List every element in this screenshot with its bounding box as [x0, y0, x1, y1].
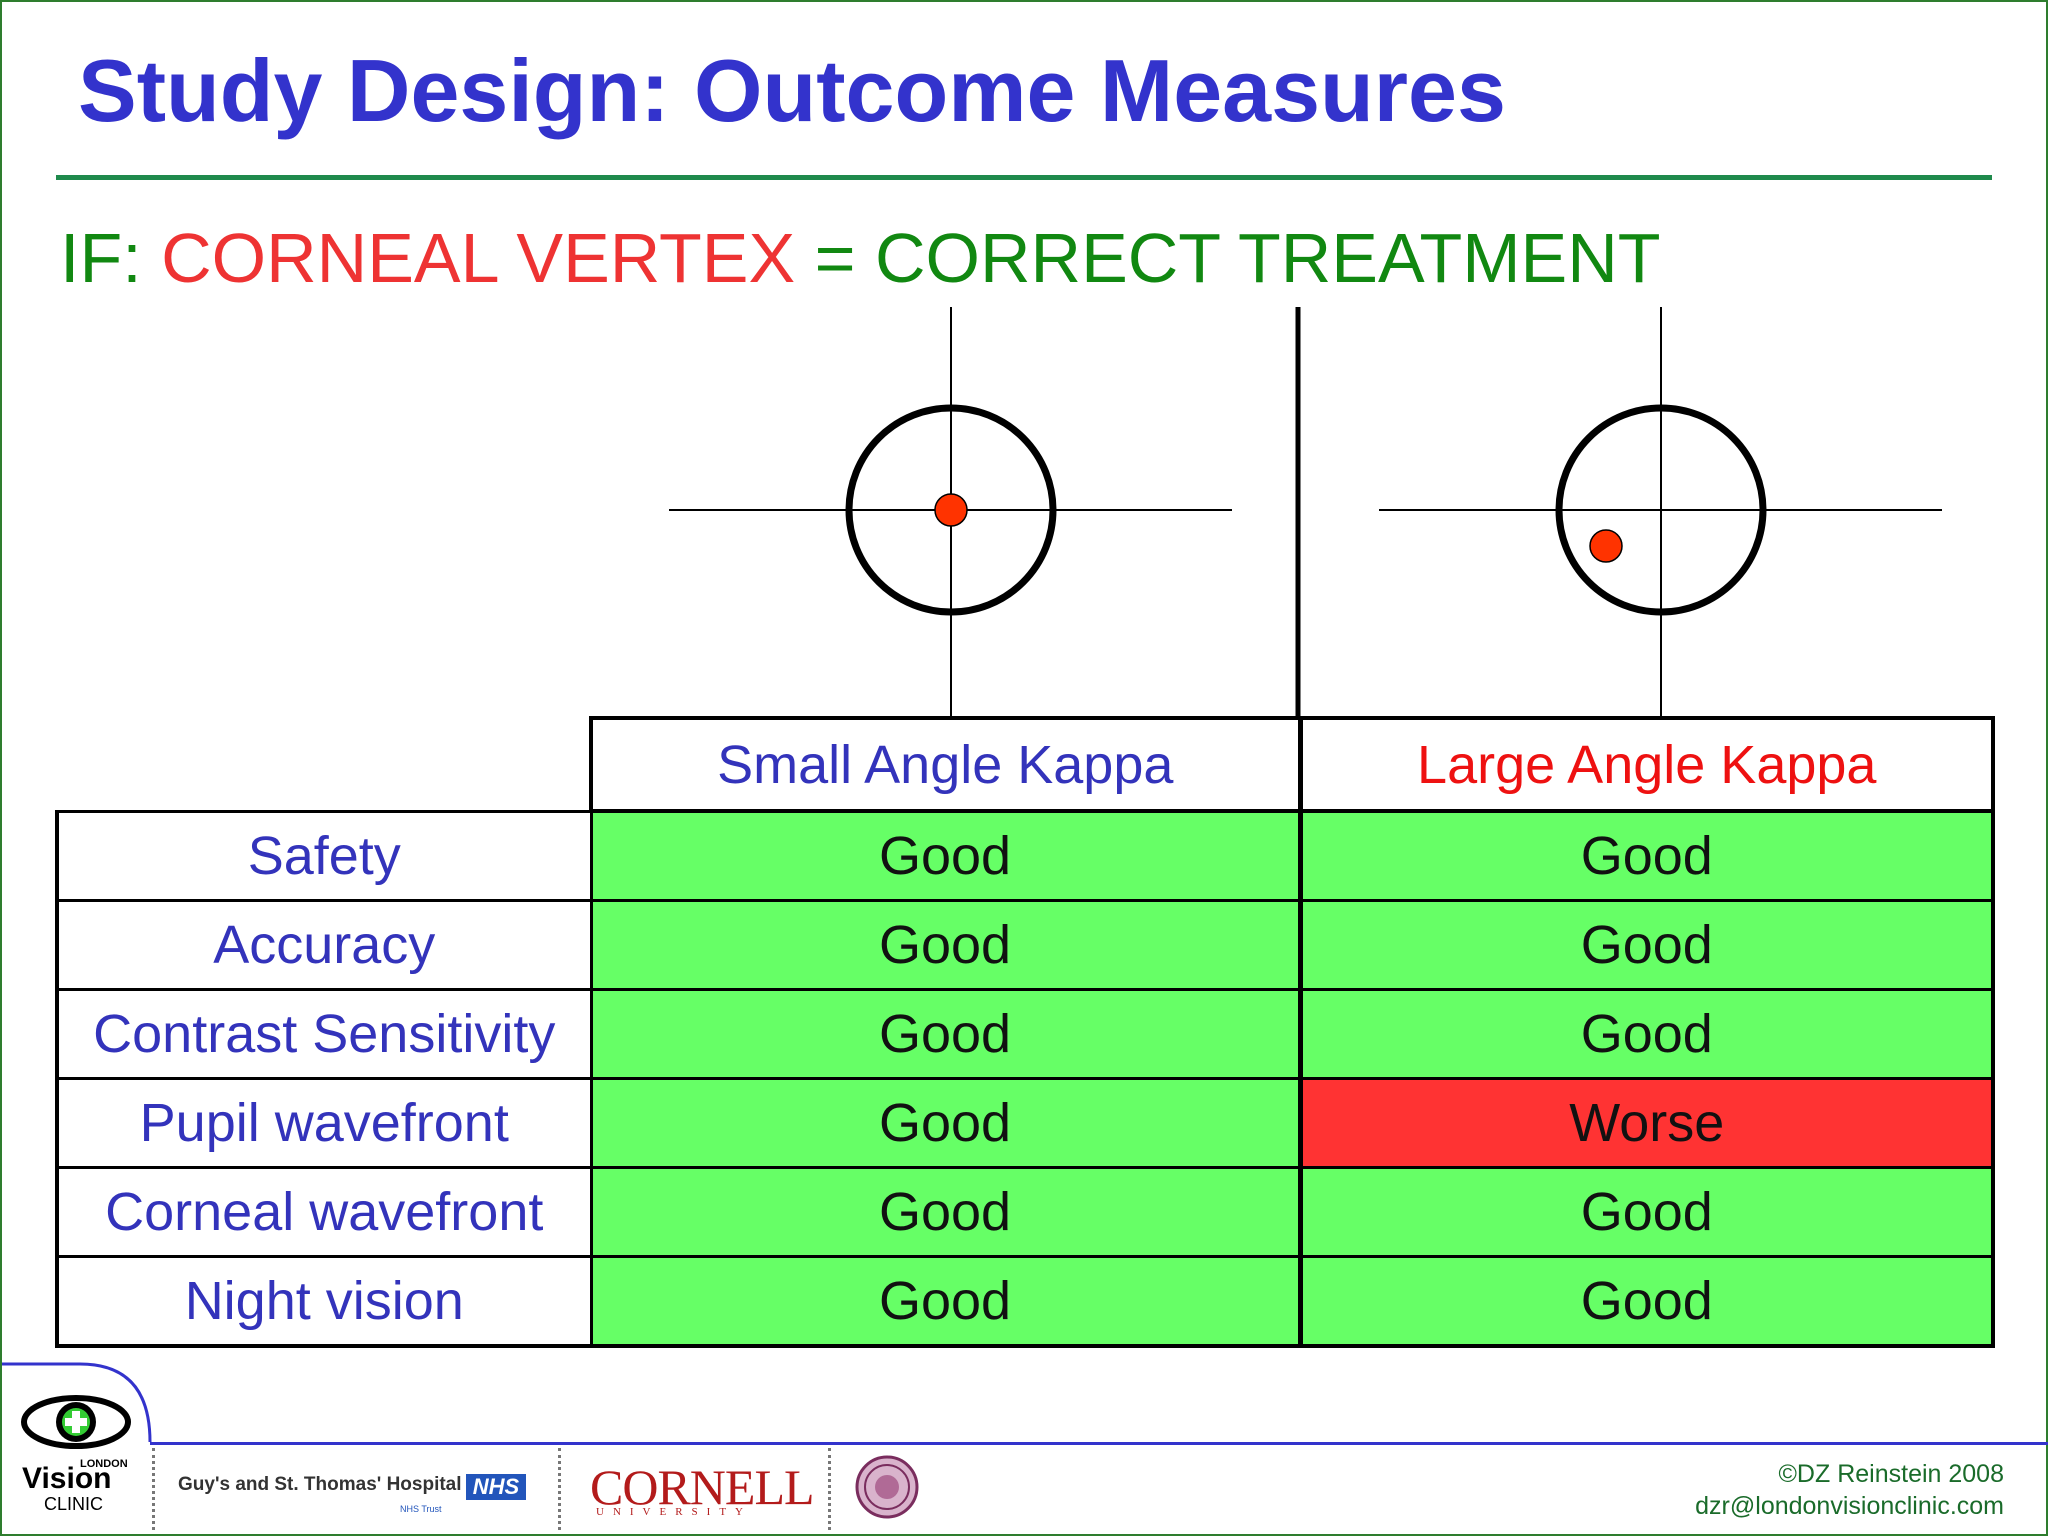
large-kappa-cell: Good	[1297, 988, 1995, 1080]
cornell-logo: CORNELL	[590, 1459, 815, 1515]
large-kappa-cell: Good	[1297, 899, 1995, 991]
copyright-text: ©DZ Reinstein 2008	[1778, 1460, 2004, 1488]
small-kappa-cell: Good	[589, 988, 1302, 1080]
small-kappa-cell: Good	[589, 1166, 1302, 1258]
row-label: Contrast Sensitivity	[55, 988, 593, 1080]
table-header-row: Small Angle Kappa Large Angle Kappa	[57, 716, 1995, 813]
corneal-vertex-dot	[1589, 529, 1623, 563]
table-row: Pupil wavefront Good Worse	[55, 1077, 1995, 1169]
footer-separator	[152, 1448, 155, 1530]
small-kappa-cell: Good	[589, 1255, 1302, 1348]
copyright-block: ©DZ Reinstein 2008 dzr@londonvisionclini…	[1695, 1458, 2004, 1522]
footer-corner-curve	[2, 1362, 152, 1443]
cornell-university-text: UNIVERSITY	[596, 1506, 752, 1518]
row-label: Corneal wavefront	[55, 1166, 593, 1258]
contact-email: dzr@londonvisionclinic.com	[1695, 1492, 2004, 1520]
row-label: Night vision	[55, 1255, 593, 1348]
large-kappa-cell-worse: Worse	[1297, 1077, 1995, 1169]
subtitle-suffix: = CORRECT TREATMENT	[795, 219, 1661, 297]
large-kappa-crosshair	[1379, 307, 1942, 716]
subtitle-highlight: CORNEAL VERTEX	[161, 219, 796, 297]
footer-separator	[558, 1448, 561, 1530]
table-row: Accuracy Good Good	[55, 899, 1995, 991]
large-kappa-cell: Good	[1297, 809, 1995, 902]
slide-title: Study Design: Outcome Measures	[78, 41, 1506, 140]
nhs-logo: NHS	[466, 1474, 526, 1500]
row-label: Pupil wavefront	[55, 1077, 593, 1169]
table-row: Contrast Sensitivity Good Good	[55, 988, 1995, 1080]
large-kappa-cell: Good	[1297, 1166, 1995, 1258]
footer-separator	[828, 1448, 831, 1530]
nhs-trust-text: NHS Trust	[400, 1504, 442, 1514]
university-seal-icon	[855, 1455, 919, 1519]
logo-vision-text: Vision	[22, 1462, 112, 1495]
small-kappa-cell: Good	[589, 809, 1302, 902]
table-corner	[57, 718, 591, 811]
small-kappa-cell: Good	[589, 1077, 1302, 1169]
table-row: Corneal wavefront Good Good	[55, 1166, 1995, 1258]
large-kappa-cell: Good	[1297, 1255, 1995, 1348]
slide-subtitle: IF: CORNEAL VERTEX = CORRECT TREATMENT	[60, 218, 1661, 298]
table-row: Night vision Good Good	[55, 1255, 1995, 1348]
eye-icon	[21, 1395, 131, 1449]
pupil-circle	[845, 404, 1057, 616]
small-kappa-crosshair	[669, 307, 1232, 716]
footer-rule	[150, 1442, 2048, 1445]
title-divider	[56, 175, 1992, 180]
row-label: Safety	[55, 809, 593, 902]
pupil-circle	[1555, 404, 1767, 616]
header-large-angle-kappa: Large Angle Kappa	[1297, 716, 1995, 813]
logo-clinic-text: CLINIC	[44, 1494, 104, 1514]
small-kappa-cell: Good	[589, 899, 1302, 991]
subtitle-prefix: IF:	[60, 219, 162, 297]
outcome-table: Small Angle Kappa Large Angle Kappa Safe…	[55, 716, 1995, 1348]
logo-london-text: LONDON	[80, 1458, 128, 1470]
row-label: Accuracy	[55, 899, 593, 991]
corneal-vertex-dot	[934, 493, 968, 527]
london-vision-clinic-logo	[2, 1362, 152, 1449]
guys-hospital-logo: Guy's and St. Thomas' Hospital	[178, 1474, 462, 1495]
table-row: Safety Good Good	[55, 809, 1995, 902]
header-small-angle-kappa: Small Angle Kappa	[589, 716, 1302, 813]
